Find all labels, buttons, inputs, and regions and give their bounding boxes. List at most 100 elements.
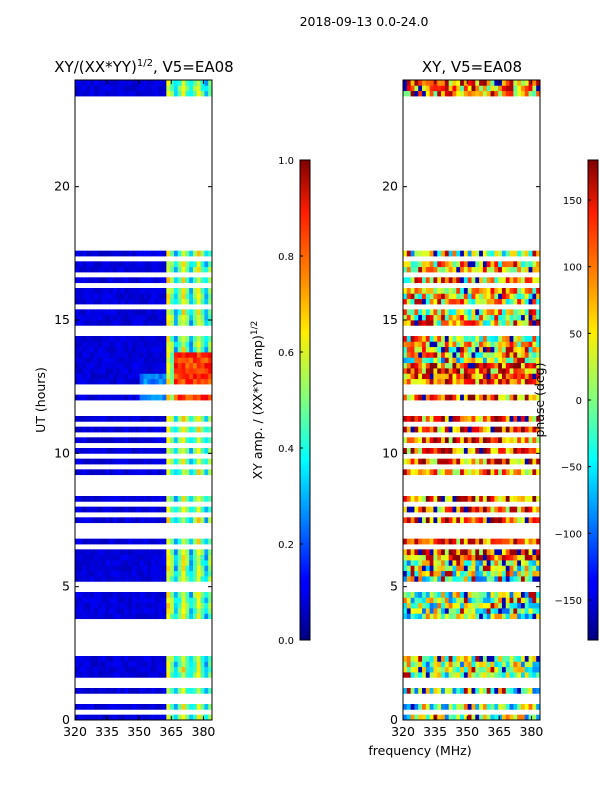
- heatmap-cell: [422, 506, 427, 513]
- heatmap-cell: [410, 714, 415, 721]
- heatmap-cell: [177, 309, 182, 316]
- heatmap-cell: [181, 336, 186, 342]
- heatmap-cell: [151, 341, 156, 348]
- heatmap-cell: [162, 688, 167, 694]
- heatmap-cell: [139, 592, 144, 598]
- colorbar-tick-label: −50: [561, 463, 582, 474]
- heatmap-cell: [406, 661, 412, 668]
- heatmap-cell: [444, 368, 450, 374]
- heatmap-cell: [173, 538, 179, 545]
- heatmap-cell: [498, 554, 503, 561]
- heatmap-cell: [463, 506, 469, 513]
- heatmap-cell: [517, 469, 522, 476]
- heatmap-cell: [166, 672, 171, 678]
- heatmap-cell: [208, 656, 213, 662]
- heatmap-cell: [116, 346, 122, 353]
- heatmap-cell: [509, 549, 514, 556]
- heatmap-cell: [513, 368, 518, 374]
- heatmap-cell: [486, 597, 491, 604]
- heatmap-cell: [406, 613, 412, 620]
- heatmap-cell: [162, 309, 167, 316]
- heatmap-cell: [429, 341, 434, 348]
- heatmap-cell: [101, 672, 106, 678]
- heatmap-cell: [78, 298, 84, 305]
- heatmap-cell: [456, 298, 461, 305]
- heatmap-cell: [536, 261, 541, 268]
- heatmap-cell: [94, 293, 99, 300]
- heatmap-cell: [90, 352, 95, 358]
- heatmap-cell: [505, 426, 510, 433]
- heatmap-cell: [113, 341, 118, 348]
- heatmap-cell: [528, 661, 533, 668]
- heatmap-cell: [158, 672, 163, 678]
- heatmap-cell: [463, 288, 469, 294]
- heatmap-cell: [418, 341, 423, 348]
- heatmap-cell: [517, 517, 522, 524]
- heatmap-cell: [403, 565, 408, 572]
- heatmap-cell: [452, 538, 457, 545]
- heatmap-cell: [166, 288, 171, 294]
- heatmap-cell: [185, 288, 190, 294]
- heatmap-cell: [185, 565, 190, 572]
- heatmap-cell: [505, 666, 510, 673]
- heatmap-cell: [196, 341, 201, 348]
- heatmap-cell: [433, 314, 438, 321]
- heatmap-cell: [414, 261, 419, 268]
- heatmap-cell: [475, 298, 480, 305]
- heatmap-cell: [517, 570, 522, 577]
- heatmap-cell: [520, 261, 526, 268]
- heatmap-cell: [124, 549, 129, 556]
- heatmap-cell: [94, 298, 99, 305]
- heatmap-cell: [433, 352, 438, 358]
- heatmap-cell: [524, 597, 529, 604]
- heatmap-cell: [166, 85, 171, 92]
- heatmap-cell: [418, 320, 423, 326]
- heatmap-cell: [185, 293, 190, 300]
- heatmap-cell: [208, 314, 213, 321]
- heatmap-cell: [422, 549, 427, 556]
- heatmap-cell: [403, 672, 408, 678]
- heatmap-cell: [467, 320, 472, 326]
- heatmap-cell: [520, 506, 526, 513]
- heatmap-cell: [82, 298, 87, 305]
- heatmap-cell: [128, 341, 133, 348]
- phase-heatmap: [403, 80, 541, 721]
- heatmap-cell: [460, 704, 465, 710]
- heatmap-cell: [128, 298, 133, 305]
- heatmap-cell: [406, 469, 412, 476]
- heatmap-cell: [132, 394, 137, 401]
- heatmap-cell: [494, 394, 499, 401]
- heatmap-cell: [177, 661, 182, 668]
- heatmap-cell: [429, 704, 434, 710]
- heatmap-cell: [475, 448, 480, 454]
- heatmap-cell: [154, 666, 160, 673]
- heatmap-cell: [517, 538, 522, 545]
- heatmap-cell: [410, 538, 415, 545]
- heatmap-cell: [509, 437, 514, 444]
- heatmap-cell: [181, 672, 186, 678]
- heatmap-cell: [520, 554, 526, 561]
- heatmap-cell: [517, 704, 522, 710]
- heatmap-cell: [147, 357, 152, 364]
- heatmap-cell: [448, 704, 453, 710]
- heatmap-cell: [494, 426, 499, 433]
- heatmap-cell: [181, 346, 186, 353]
- heatmap-cell: [128, 565, 133, 572]
- heatmap-cell: [185, 80, 190, 86]
- heatmap-cell: [208, 346, 213, 353]
- heatmap-cell: [170, 293, 175, 300]
- heatmap-cell: [433, 570, 438, 577]
- heatmap-cell: [479, 288, 484, 294]
- heatmap-cell: [128, 277, 133, 284]
- heatmap-cell: [520, 80, 526, 86]
- heatmap-cell: [109, 250, 114, 257]
- heatmap-cell: [173, 277, 179, 284]
- heatmap-cell: [162, 592, 167, 598]
- heatmap-cell: [173, 309, 179, 316]
- heatmap-cell: [471, 496, 476, 502]
- heatmap-cell: [189, 362, 194, 369]
- heatmap-cell: [437, 277, 442, 284]
- heatmap-cell: [471, 437, 476, 444]
- heatmap-cell: [116, 437, 122, 444]
- heatmap-cell: [185, 554, 190, 561]
